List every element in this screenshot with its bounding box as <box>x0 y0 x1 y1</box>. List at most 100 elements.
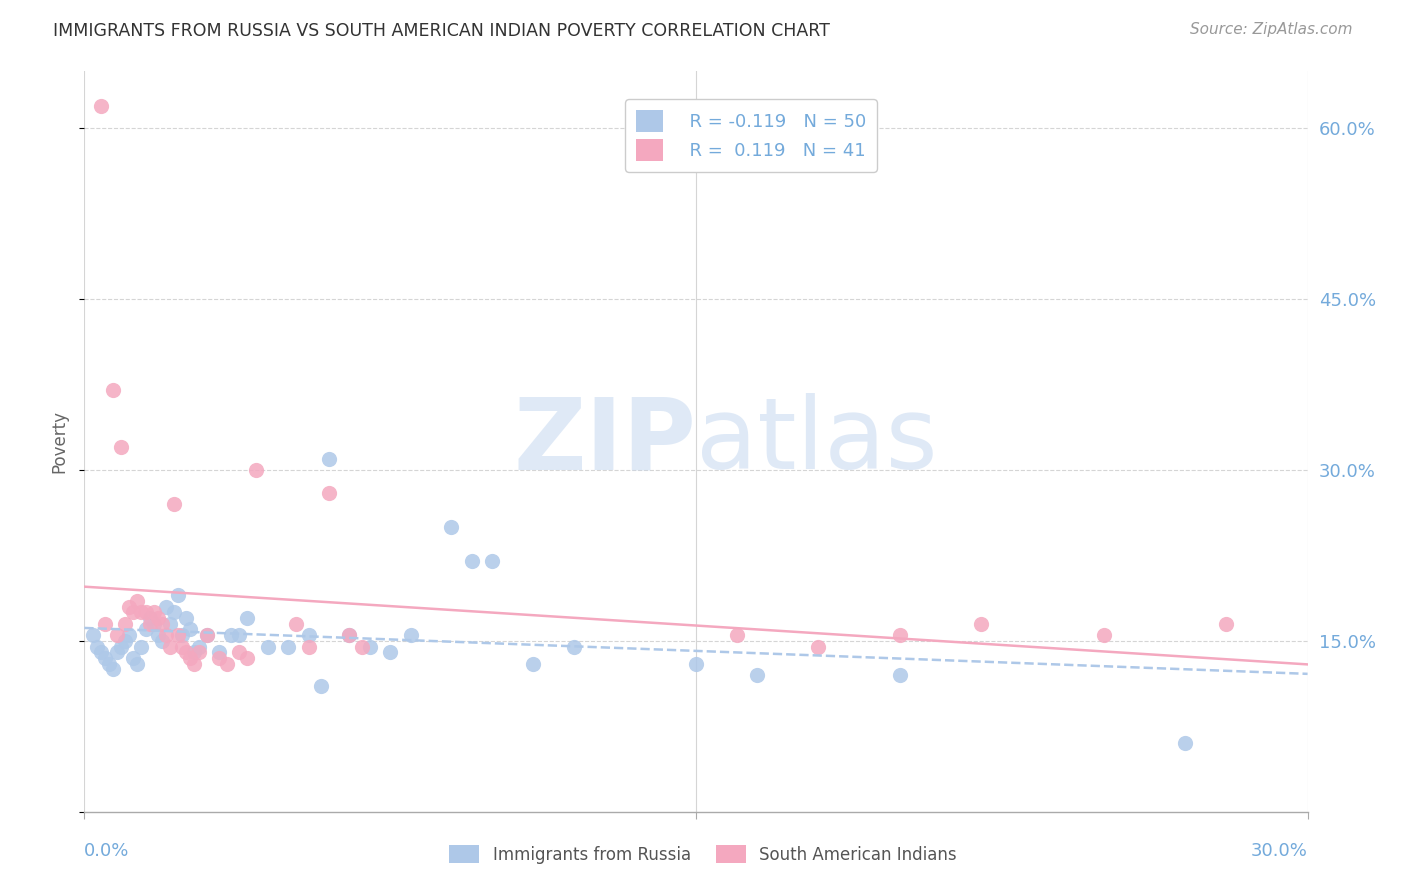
Point <box>339 628 361 642</box>
Point <box>1174 736 1197 750</box>
Point <box>236 651 259 665</box>
Point <box>167 588 190 602</box>
Legend:   R = -0.119   N = 50,   R =  0.119   N = 41: R = -0.119 N = 50, R = 0.119 N = 41 <box>626 99 877 172</box>
Point <box>159 640 181 654</box>
Point <box>172 628 194 642</box>
Point <box>90 98 112 112</box>
Point <box>105 628 128 642</box>
Point <box>217 657 239 671</box>
Point <box>172 640 194 654</box>
Point <box>97 657 120 671</box>
Point <box>183 657 205 671</box>
Point <box>138 616 160 631</box>
Point <box>146 628 169 642</box>
Point <box>183 645 205 659</box>
Point <box>208 645 231 659</box>
Point <box>101 384 124 398</box>
Point <box>174 611 197 625</box>
Point <box>219 628 242 642</box>
Point <box>179 651 201 665</box>
Point <box>195 628 218 642</box>
Point <box>93 651 115 665</box>
Point <box>174 645 197 659</box>
Point <box>522 657 544 671</box>
Point <box>685 657 707 671</box>
Point <box>257 640 280 654</box>
Point <box>131 606 153 620</box>
Point <box>146 611 169 625</box>
Point <box>150 616 173 631</box>
Point <box>285 616 308 631</box>
Point <box>1215 616 1237 631</box>
Point <box>399 628 422 642</box>
Point <box>380 645 402 659</box>
Point <box>970 616 993 631</box>
Point <box>350 640 373 654</box>
Point <box>138 611 160 625</box>
Point <box>725 628 748 642</box>
Legend: Immigrants from Russia, South American Indians: Immigrants from Russia, South American I… <box>443 838 963 871</box>
Point <box>131 640 153 654</box>
Point <box>82 628 104 642</box>
Point <box>318 451 340 466</box>
Point <box>339 628 361 642</box>
Point <box>889 628 911 642</box>
Point <box>114 616 136 631</box>
Point <box>277 640 299 654</box>
Text: ZIP: ZIP <box>513 393 696 490</box>
Point <box>101 662 124 676</box>
Point <box>142 606 165 620</box>
Point <box>142 616 165 631</box>
Point <box>135 623 157 637</box>
Point <box>93 616 115 631</box>
Point <box>236 611 259 625</box>
Point <box>187 640 209 654</box>
Text: 30.0%: 30.0% <box>1251 842 1308 860</box>
Point <box>1092 628 1115 642</box>
Point <box>245 463 267 477</box>
Point <box>298 640 321 654</box>
Point <box>150 633 173 648</box>
Y-axis label: Poverty: Poverty <box>51 410 69 473</box>
Point <box>195 628 218 642</box>
Point <box>127 594 149 608</box>
Point <box>461 554 484 568</box>
Point <box>187 645 209 659</box>
Point <box>562 640 585 654</box>
Point <box>747 668 769 682</box>
Point <box>90 645 112 659</box>
Point <box>122 651 145 665</box>
Point <box>481 554 503 568</box>
Point <box>155 628 177 642</box>
Point <box>309 680 332 694</box>
Point <box>163 497 186 511</box>
Point <box>110 440 132 454</box>
Text: 0.0%: 0.0% <box>84 842 129 860</box>
Point <box>359 640 381 654</box>
Point <box>440 520 463 534</box>
Point <box>807 640 830 654</box>
Point <box>228 628 250 642</box>
Point <box>228 645 250 659</box>
Point <box>167 628 190 642</box>
Point <box>889 668 911 682</box>
Point <box>110 640 132 654</box>
Point <box>163 606 186 620</box>
Point <box>155 599 177 614</box>
Point <box>159 616 181 631</box>
Point <box>127 657 149 671</box>
Point <box>105 645 128 659</box>
Point <box>298 628 321 642</box>
Point <box>135 606 157 620</box>
Point <box>118 599 141 614</box>
Point <box>114 633 136 648</box>
Point <box>318 485 340 500</box>
Point <box>118 628 141 642</box>
Point <box>86 640 108 654</box>
Text: atlas: atlas <box>696 393 938 490</box>
Point <box>208 651 231 665</box>
Text: Source: ZipAtlas.com: Source: ZipAtlas.com <box>1189 22 1353 37</box>
Point <box>122 606 145 620</box>
Point <box>179 623 201 637</box>
Text: IMMIGRANTS FROM RUSSIA VS SOUTH AMERICAN INDIAN POVERTY CORRELATION CHART: IMMIGRANTS FROM RUSSIA VS SOUTH AMERICAN… <box>53 22 831 40</box>
